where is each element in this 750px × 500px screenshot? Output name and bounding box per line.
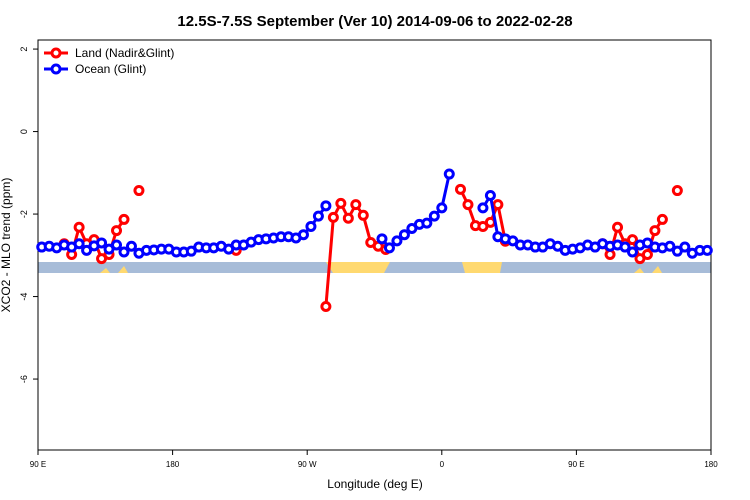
data-point	[320, 300, 332, 312]
data-point	[376, 233, 388, 245]
data-point	[383, 242, 395, 254]
data-point	[664, 240, 676, 252]
x-tick-label: 90 E	[568, 460, 584, 469]
x-tick-label: 180	[704, 460, 718, 469]
data-point	[357, 209, 369, 221]
y-tick-label: -4	[19, 293, 29, 301]
y-tick-label: 0	[19, 129, 29, 134]
data-point	[118, 246, 130, 258]
data-point	[626, 246, 638, 258]
chart-title: 12.5S-7.5S September (Ver 10) 2014-09-06…	[177, 13, 572, 30]
x-tick-label: 180	[166, 460, 180, 469]
y-tick-label: -6	[19, 375, 29, 383]
y-tick-label: 2	[19, 47, 29, 52]
x-tick-label: 90 E	[30, 460, 46, 469]
data-point	[671, 185, 683, 197]
data-point	[73, 221, 85, 233]
data-point	[398, 229, 410, 241]
data-point	[421, 217, 433, 229]
data-point	[656, 213, 668, 225]
data-point	[641, 248, 653, 260]
data-point	[350, 199, 362, 211]
x-tick-label: 0	[440, 460, 445, 469]
data-point	[305, 220, 317, 232]
data-point	[428, 210, 440, 222]
data-point	[81, 244, 93, 256]
land-strip	[652, 266, 662, 273]
data-point	[626, 234, 638, 246]
data-point	[443, 168, 455, 180]
map-strip	[38, 262, 711, 273]
data-point	[118, 213, 130, 225]
legend-marker	[50, 47, 62, 59]
legend-marker	[50, 63, 62, 75]
data-point	[462, 199, 474, 211]
data-point	[484, 216, 496, 228]
legend-label: Land (Nadir&Glint)	[75, 46, 174, 60]
data-point	[73, 238, 85, 250]
y-axis-label: XCO2 - MLO trend (ppm)	[0, 178, 13, 313]
data-point	[327, 211, 339, 223]
data-point	[679, 241, 691, 253]
data-point	[133, 185, 145, 197]
data-point	[391, 235, 403, 247]
data-point	[125, 240, 137, 252]
data-point	[649, 225, 661, 237]
data-point	[477, 202, 489, 214]
legend-label: Ocean (Glint)	[75, 62, 146, 76]
data-point	[297, 229, 309, 241]
data-point	[312, 210, 324, 222]
data-point	[96, 237, 108, 249]
x-axis-label: Longitude (deg E)	[327, 477, 422, 491]
x-tick-label: 90 W	[298, 460, 317, 469]
data-point	[701, 244, 713, 256]
data-point	[436, 202, 448, 214]
data-point	[492, 199, 504, 211]
data-point	[335, 197, 347, 209]
data-point	[111, 239, 123, 251]
y-tick-label: -2	[19, 210, 29, 218]
land-strip	[118, 266, 128, 273]
land-strip	[100, 268, 110, 273]
data-point	[342, 212, 354, 224]
land-strip	[462, 262, 502, 273]
land-strip	[326, 262, 390, 273]
data-point	[454, 183, 466, 195]
data-point	[619, 241, 631, 253]
data-point	[484, 190, 496, 202]
data-point	[320, 200, 332, 212]
data-point	[612, 221, 624, 233]
land-strip	[634, 268, 644, 273]
data-point	[111, 225, 123, 237]
